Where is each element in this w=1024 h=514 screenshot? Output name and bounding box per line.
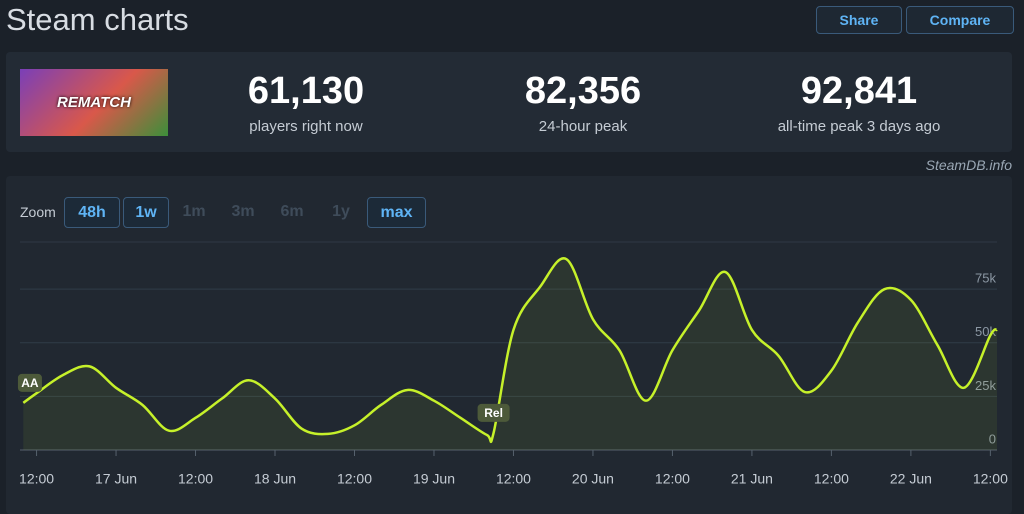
compare-button[interactable]: Compare [906, 6, 1014, 34]
x-tick-label: 12:00 [337, 471, 372, 487]
zoom-button: 6m [280, 202, 304, 220]
stat-value: 82,356 [524, 70, 642, 112]
stat-label: all-time peak 3 days ago [777, 118, 941, 135]
zoom-button: 1m [182, 202, 206, 220]
zoom-button[interactable]: 48h [64, 197, 120, 228]
stat-label: players right now [249, 118, 363, 135]
line [22, 257, 998, 444]
zoom-button[interactable]: 1w [123, 197, 169, 228]
annotation-text: Rel [484, 406, 503, 420]
title: Steam charts [6, 2, 189, 37]
x-tick-label: 12:00 [19, 471, 54, 487]
source: SteamDB.info [925, 157, 1012, 173]
x-tick-label: 12:00 [496, 471, 531, 487]
stat-value: 61,130 [247, 70, 365, 112]
x-tick-label: 12:00 [973, 471, 1008, 487]
x-tick-label: 20 Jun [572, 471, 614, 487]
annotation-badge [17, 373, 42, 392]
zoom-button[interactable]: max [367, 197, 426, 228]
y-tick-label: 25k [975, 378, 996, 393]
zoom-button: 3m [231, 202, 255, 220]
annotation-badge [477, 403, 510, 422]
zoom-label: Zoom [20, 204, 56, 220]
game-name: REMATCH [57, 94, 131, 111]
stats-panel: REMATCH 61,130 players right now 82,356 24-… [6, 52, 1012, 152]
y-tick-label: 0 [989, 431, 996, 446]
x-tick-label: 22 Jun [890, 471, 932, 487]
share-button[interactable]: Share [816, 6, 902, 34]
zoom-button: 1y [332, 202, 350, 220]
x-tick-label: 17 Jun [95, 471, 137, 487]
stat-label: 24-hour peak [538, 118, 628, 135]
x-tick-label: 19 Jun [413, 471, 455, 487]
area [23, 258, 997, 450]
game-image: REMATCH [20, 69, 168, 136]
x-tick-label: 12:00 [655, 471, 690, 487]
annotation-text: AA [21, 376, 39, 390]
x-tick-label: 12:00 [178, 471, 213, 487]
x-tick-label: 18 Jun [254, 471, 296, 487]
x-tick-label: 12:00 [814, 471, 849, 487]
stat-value: 92,841 [800, 70, 918, 112]
y-tick-label: 75k [975, 271, 996, 286]
x-tick-label: 21 Jun [731, 471, 773, 487]
